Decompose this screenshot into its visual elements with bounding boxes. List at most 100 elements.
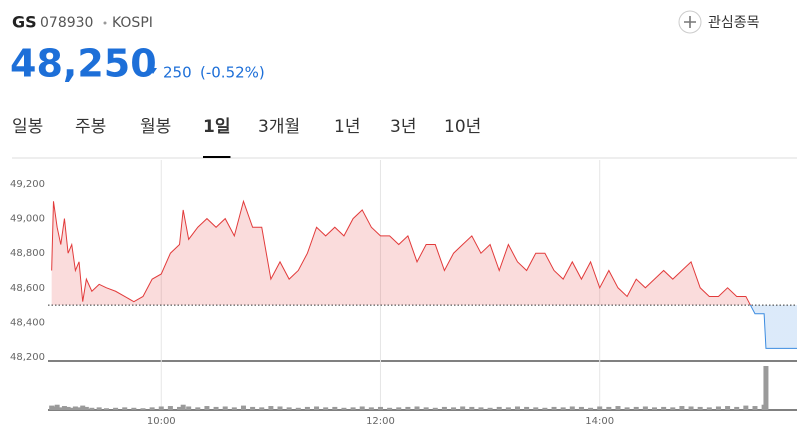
volume-bar: [432, 407, 438, 410]
volume-bar: [487, 407, 493, 410]
market: KOSPI: [112, 15, 153, 31]
volume-bar: [387, 407, 393, 410]
volume-bar: [341, 407, 347, 410]
tab[interactable]: 월봉: [140, 117, 171, 137]
volume-bar: [652, 407, 658, 410]
volume-bar: [441, 406, 447, 410]
volume-bar: [542, 407, 548, 410]
volume-bar: [122, 407, 128, 410]
tab[interactable]: 3개월: [258, 117, 300, 137]
volume-bar: [752, 406, 758, 410]
volume-bar: [213, 406, 219, 410]
volume-bar: [697, 406, 703, 410]
volume-bar: [451, 407, 457, 410]
volume-bar: [743, 405, 749, 410]
volume-bar: [286, 407, 292, 410]
volume-bar: [332, 406, 338, 410]
tab[interactable]: 3년: [390, 117, 416, 137]
volume-bar: [624, 407, 630, 410]
volume-bar: [76, 407, 82, 410]
volume-bar: [514, 406, 520, 410]
volume-bar: [633, 406, 639, 410]
volume-bar: [180, 404, 186, 410]
area-fill: [51, 201, 797, 349]
volume-bar: [131, 407, 137, 410]
volume-bar: [186, 406, 192, 410]
x-tick-label: 10:00: [147, 416, 176, 427]
y-tick-label: 48,200: [10, 352, 45, 363]
volume-bar: [61, 406, 67, 410]
volume-bar: [69, 407, 75, 410]
volume-bar: [268, 406, 274, 410]
y-tick-label: 49,200: [10, 179, 45, 190]
y-tick-label: 48,600: [10, 283, 45, 294]
volume-bar: [725, 406, 731, 410]
stock-code: 078930: [40, 15, 93, 31]
volume-bar: [377, 406, 383, 410]
volume-bar: [314, 406, 320, 410]
volume-bar: [569, 406, 575, 410]
volume-bar: [65, 406, 71, 410]
volume-bar: [96, 407, 102, 410]
volume-bar: [405, 406, 411, 410]
volume-bar: [505, 407, 511, 410]
separator-dot: [103, 21, 107, 25]
volume-bar: [642, 406, 648, 410]
y-tick-label: 49,000: [10, 214, 45, 225]
volume-bar: [295, 407, 301, 410]
down-arrow: [149, 68, 157, 74]
volume-bar: [469, 406, 475, 410]
volume-bar: [72, 406, 78, 410]
volume-bar: [158, 406, 164, 410]
volume-bar: [551, 406, 557, 410]
volume-bar: [50, 406, 56, 410]
volume-bar: [359, 406, 365, 410]
y-tick-label: 48,400: [10, 317, 45, 328]
plus: [684, 16, 696, 28]
tab[interactable]: 1일: [203, 117, 230, 137]
volume-bar: [679, 406, 685, 410]
volume-bar: [103, 408, 109, 410]
volume-bar: [715, 406, 721, 410]
tab[interactable]: 주봉: [75, 117, 106, 137]
volume-bar: [177, 406, 183, 410]
price-line: [51, 199, 797, 349]
tab[interactable]: 일봉: [12, 117, 43, 137]
volume-bar: [706, 407, 712, 410]
volume-bar: [350, 407, 356, 410]
volume-bar: [460, 406, 466, 410]
volume-bar: [222, 406, 228, 410]
volume-bar: [277, 406, 283, 410]
volume-bar: [58, 407, 64, 410]
volume-bar: [368, 407, 374, 410]
volume-bar: [80, 405, 86, 410]
x-tick-label: 14:00: [585, 416, 614, 427]
watch-label[interactable]: 관심종목: [708, 15, 760, 31]
volume-bar: [113, 407, 119, 410]
volume-bar: [734, 406, 740, 410]
volume-bar: [240, 405, 246, 410]
volume-bar: [578, 406, 584, 410]
volume-bar: [524, 406, 530, 410]
volume-bar: [89, 407, 95, 410]
tab[interactable]: 10년: [444, 117, 481, 137]
volume-bar: [259, 407, 265, 410]
volume-bar: [588, 407, 594, 410]
volume-bar: [54, 404, 60, 410]
stock-name: GS: [12, 13, 37, 32]
volume-bar: [606, 406, 612, 410]
volume-bar: [140, 408, 146, 410]
volume-bar: [560, 407, 566, 410]
volume-bar: [323, 407, 329, 410]
watch-button[interactable]: 관심종목: [678, 10, 760, 34]
change: 250: [163, 64, 192, 82]
volume-bar: [496, 406, 502, 410]
volume-bar: [615, 406, 621, 410]
volume-bar: [478, 407, 484, 410]
tab[interactable]: 1년: [334, 117, 360, 137]
volume-bar: [167, 406, 173, 410]
volume-bar: [396, 407, 402, 410]
volume-bar: [204, 406, 210, 410]
